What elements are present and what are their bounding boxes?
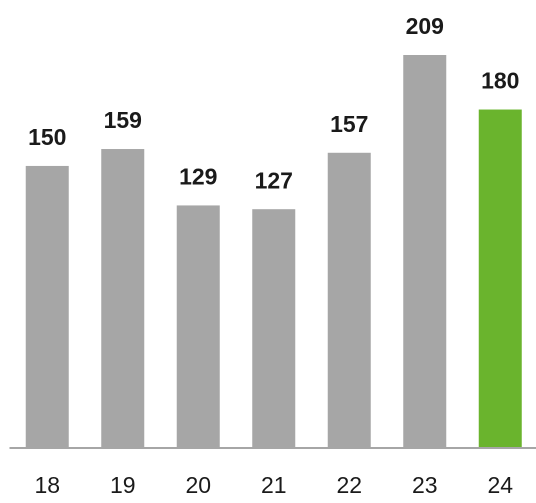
bar bbox=[327, 152, 371, 448]
value-label: 129 bbox=[179, 164, 217, 190]
value-label: 209 bbox=[406, 13, 444, 39]
value-label: 159 bbox=[104, 107, 142, 133]
bar bbox=[478, 109, 522, 448]
bar bbox=[252, 209, 296, 448]
value-label: 127 bbox=[255, 167, 293, 193]
x-tick-label: 18 bbox=[34, 472, 60, 498]
bar bbox=[176, 205, 220, 448]
x-tick-label: 23 bbox=[412, 472, 438, 498]
x-tick-label: 24 bbox=[487, 472, 513, 498]
bar bbox=[101, 149, 145, 448]
x-tick-label: 21 bbox=[261, 472, 287, 498]
value-label: 180 bbox=[481, 68, 519, 94]
x-tick-label: 19 bbox=[110, 472, 136, 498]
value-label: 150 bbox=[28, 124, 66, 150]
bar bbox=[403, 55, 447, 448]
x-tick-label: 20 bbox=[185, 472, 211, 498]
x-tick-label: 22 bbox=[336, 472, 362, 498]
value-label: 157 bbox=[330, 111, 368, 137]
bar bbox=[25, 165, 69, 449]
